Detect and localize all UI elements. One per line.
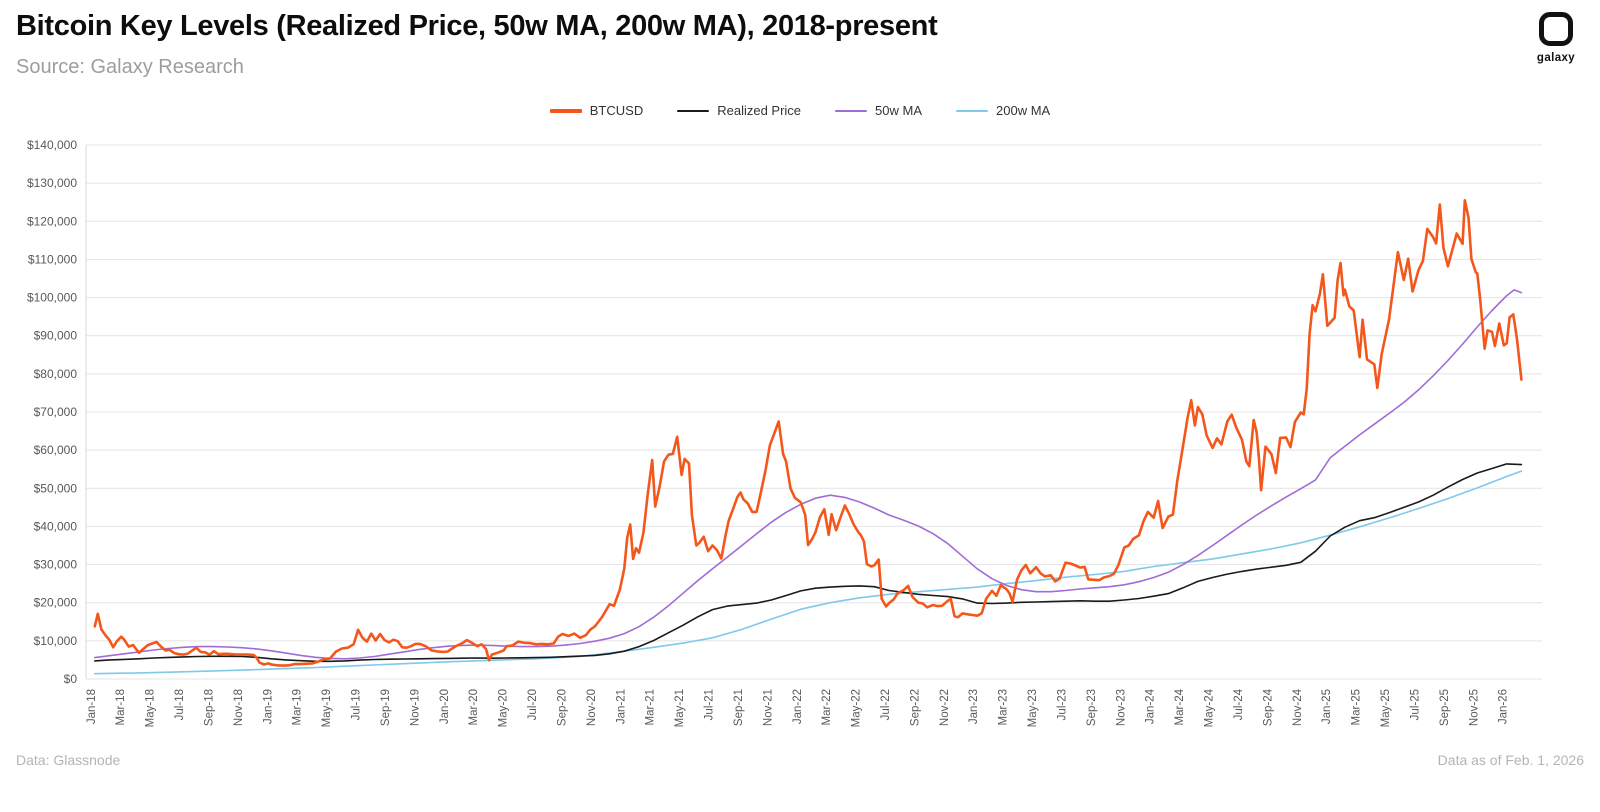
y-tick-label: $100,000: [27, 291, 77, 305]
footer: Data: Glassnode Data as of Feb. 1, 2026: [16, 752, 1584, 768]
x-tick-label: Jul-22: [880, 689, 892, 720]
x-tick-label: Sep-22: [909, 689, 921, 726]
x-tick-label: Jan-22: [792, 689, 804, 724]
legend-label: BTCUSD: [589, 103, 644, 118]
x-tick-label: May-24: [1204, 688, 1216, 727]
x-tick-label: Jul-24: [1233, 688, 1245, 720]
source-subtitle: Source: Galaxy Research: [16, 56, 244, 78]
x-tick-label: Sep-21: [733, 689, 745, 726]
x-tick-label: Nov-21: [762, 689, 774, 726]
x-tick-label: Sep-25: [1439, 689, 1451, 726]
x-tick-label: Jan-24: [1145, 688, 1157, 724]
series-50w-ma: [94, 289, 1523, 660]
x-tick-label: Nov-23: [1115, 689, 1127, 726]
x-tick-label: Jan-19: [262, 689, 274, 724]
y-tick-label: $30,000: [34, 558, 78, 572]
x-tick-label: Mar-25: [1351, 689, 1363, 725]
x-tick-label: Nov-20: [586, 689, 598, 726]
x-tick-label: May-23: [1027, 689, 1039, 727]
x-tick-label: Jan-20: [439, 689, 451, 724]
legend-line-swatch: [677, 109, 710, 112]
x-tick-label: Sep-19: [380, 689, 392, 726]
y-tick-label: $50,000: [34, 481, 78, 495]
x-tick-label: Jan-26: [1498, 689, 1510, 724]
page-title: Bitcoin Key Levels (Realized Price, 50w …: [16, 10, 938, 42]
y-tick-label: $120,000: [27, 214, 77, 228]
legend-label: Realized Price: [717, 103, 802, 118]
series-realized-price: [94, 463, 1523, 663]
y-tick-label: $20,000: [34, 596, 78, 610]
x-tick-label: Jan-23: [968, 689, 980, 724]
x-tick-label: Jan-25: [1321, 689, 1333, 724]
legend-item-50w-ma: 50w MA: [835, 103, 922, 118]
y-tick-label: $130,000: [27, 176, 77, 190]
x-tick-label: Nov-22: [939, 689, 951, 726]
x-tick-label: Jul-25: [1410, 689, 1422, 720]
x-tick-label: May-25: [1380, 689, 1392, 727]
x-tick-label: Mar-22: [821, 689, 833, 725]
x-tick-label: Jan-18: [86, 689, 98, 724]
chart-legend: BTCUSD Realized Price 50w MA 200w MA: [0, 103, 1600, 118]
x-tick-label: Nov-25: [1468, 689, 1480, 726]
x-tick-label: Jul-21: [704, 689, 716, 720]
x-tick-label: Nov-19: [409, 689, 421, 726]
x-tick-label: May-20: [498, 689, 510, 727]
y-tick-label: $70,000: [34, 405, 78, 419]
legend-line-swatch: [956, 109, 989, 112]
legend-item-realized-price: Realized Price: [677, 103, 801, 118]
x-tick-label: Mar-24: [1174, 688, 1186, 725]
y-tick-label: $0: [64, 672, 78, 686]
x-tick-label: Jul-23: [1057, 689, 1069, 720]
x-tick-label: Sep-24: [1262, 688, 1274, 726]
x-tick-label: May-21: [674, 689, 686, 727]
x-tick-label: Sep-23: [1086, 689, 1098, 726]
price-chart-svg: $0 $10,000 $20,000 $30,000 $40,000 $50,000 $60…: [27, 138, 1542, 727]
x-tick-label: Sep-20: [557, 689, 569, 726]
data-source-note: Data: Glassnode: [16, 752, 121, 768]
galaxy-logo: galaxy: [1530, 12, 1582, 64]
y-tick-label: $110,000: [28, 252, 77, 266]
data-as-of-note: Data as of Feb. 1, 2026: [1437, 752, 1584, 768]
x-tick-label: Mar-18: [115, 689, 127, 725]
x-tick-label: May-19: [321, 689, 333, 727]
x-tick-label: Mar-23: [998, 689, 1010, 725]
legend-label: 50w MA: [875, 103, 923, 118]
y-tick-label: $140,000: [27, 138, 77, 152]
y-tick-label: $40,000: [34, 519, 78, 533]
x-tick-label: Jul-18: [174, 689, 186, 720]
y-tick-label: $80,000: [34, 367, 78, 381]
x-tick-label: Mar-20: [468, 689, 480, 725]
legend-line-swatch: [835, 109, 868, 112]
galaxy-logo-icon: [1539, 12, 1573, 46]
legend-line-swatch: [549, 108, 582, 113]
x-tick-label: May-22: [851, 689, 863, 727]
y-tick-label: $10,000: [34, 634, 78, 648]
x-tick-label: Mar-21: [645, 689, 657, 725]
series-btcusd: [93, 199, 1523, 667]
galaxy-logo-text: galaxy: [1536, 52, 1576, 64]
y-tick-label: $90,000: [34, 329, 78, 343]
x-tick-label: Nov-24: [1292, 688, 1304, 726]
x-tick-label: Mar-19: [292, 689, 304, 725]
x-tick-label: Nov-18: [233, 689, 245, 726]
legend-label: 200w MA: [996, 103, 1051, 118]
x-tick-label: Jan-21: [615, 689, 627, 724]
x-tick-label: Jul-20: [527, 689, 539, 720]
legend-item-btcusd: BTCUSD: [549, 103, 644, 118]
x-tick-label: May-18: [145, 689, 157, 727]
legend-item-200w-ma: 200w MA: [956, 103, 1050, 118]
x-tick-label: Jul-19: [351, 689, 363, 720]
y-tick-label: $60,000: [34, 443, 78, 457]
x-tick-label: Sep-18: [204, 689, 216, 726]
